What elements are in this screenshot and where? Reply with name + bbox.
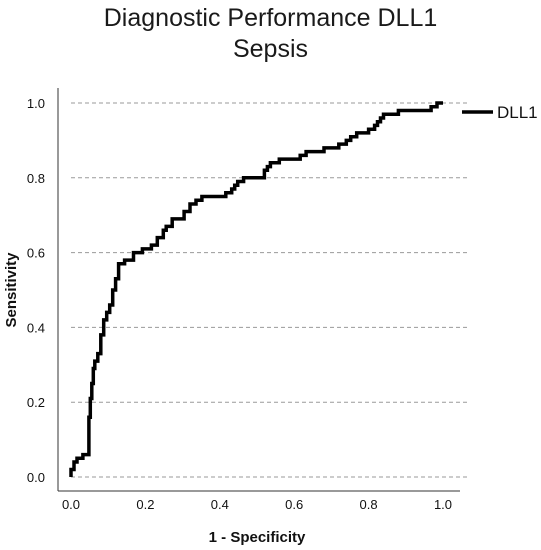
legend: DLL1 bbox=[462, 103, 538, 122]
y-tick-label: 0.6 bbox=[27, 246, 45, 261]
chart-subtitle: Sepsis bbox=[232, 35, 309, 63]
axes bbox=[57, 88, 460, 492]
x-tick-labels: 0.0 0.2 0.4 0.6 0.8 1.0 bbox=[62, 497, 452, 512]
y-tick-labels: 0.0 0.2 0.4 0.6 0.8 1.0 bbox=[27, 96, 45, 485]
x-tick-label: 0.6 bbox=[285, 497, 303, 512]
series-line-dll1 bbox=[69, 101, 443, 477]
x-tick-label: 0.8 bbox=[360, 497, 378, 512]
x-tick-label: 1.0 bbox=[434, 497, 452, 512]
chart-title: Diagnostic Performance DLL1 bbox=[103, 4, 438, 32]
y-axis-label: Sensitivity bbox=[3, 252, 20, 328]
x-tick-label: 0.2 bbox=[136, 497, 154, 512]
x-tick-label: 0.4 bbox=[211, 497, 229, 512]
gridlines bbox=[71, 102, 470, 478]
x-axis-label: 1 - Specificity bbox=[209, 529, 306, 546]
x-tick-label: 0.0 bbox=[62, 497, 80, 512]
y-tick-label: 0.4 bbox=[27, 320, 45, 335]
y-tick-label: 1.0 bbox=[27, 96, 45, 111]
legend-label-dll1: DLL1 bbox=[497, 103, 538, 122]
y-tick-label: 0.2 bbox=[27, 395, 45, 410]
y-tick-label: 0.0 bbox=[27, 470, 45, 485]
y-tick-label: 0.8 bbox=[27, 171, 45, 186]
